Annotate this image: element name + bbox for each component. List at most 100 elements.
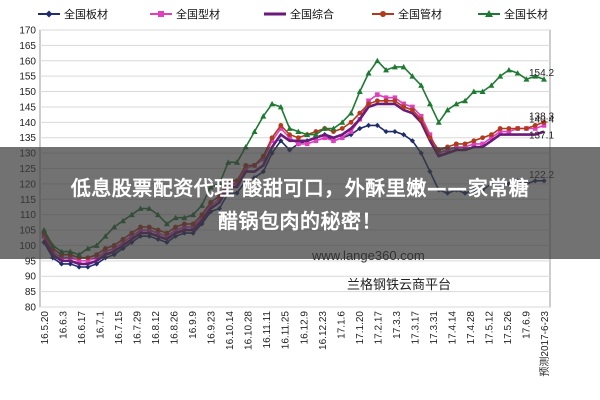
x-tick-label: 17.4.14 [447,311,458,345]
x-tick-label: 16.9.23 [207,311,218,345]
data-point [541,123,547,128]
legend-label: 全国型材 [176,7,220,21]
data-point [374,98,380,104]
data-point [392,95,398,101]
data-point [277,103,284,110]
data-point [383,67,390,73]
data-point [541,76,547,82]
data-point [418,116,424,122]
x-tick-label: 17.4.28 [466,311,477,345]
data-point [339,119,346,125]
data-point [392,98,398,104]
data-point [409,138,416,144]
data-point [304,131,311,138]
data-point [287,135,292,141]
data-point [357,125,363,132]
data-point [278,123,284,128]
legend-marker [485,10,493,17]
data-point [295,135,301,141]
data-point [374,57,381,64]
x-tick-label: 16.5.20 [40,311,51,345]
data-point [339,135,345,141]
data-point [479,88,486,94]
x-tick-label: 16.8.26 [170,311,181,345]
data-point [67,261,73,267]
data-point [392,128,398,135]
x-tick-label: 17.2.17 [373,311,384,345]
data-point [356,88,363,94]
data-point [489,135,494,141]
x-tick-label: 16.12.23 [318,311,329,350]
data-point [523,76,530,82]
promo-headline-line1: 低息股票配资代理 酸甜可口，外酥里嫩——家常糖 [70,176,530,200]
data-point [85,258,91,264]
y-tick-label: 160 [19,56,36,67]
data-point [427,132,433,137]
data-point [85,264,91,270]
y-tick-label: 155 [19,72,36,83]
y-tick-label: 90 [25,272,37,283]
x-tick-label: 预测2017-6-23 [538,311,551,377]
x-tick-label: 17.1.20 [355,311,366,345]
data-point [391,63,398,70]
data-point [330,125,337,131]
x-tick-label: 16.7.1 [96,311,107,339]
data-point [321,125,328,131]
data-point [365,122,372,129]
legend-marker [380,11,386,17]
x-tick-label: 16.6.3 [59,311,70,339]
data-point [453,100,460,107]
data-point [480,141,485,147]
x-tick-label: 16.8.12 [151,311,162,345]
legend-marker [45,10,53,18]
legend-label: 全国板材 [64,7,108,21]
data-point [287,132,293,138]
x-tick-label: 16.7.15 [114,311,125,345]
x-tick-label: 16.9.9 [188,311,199,339]
data-point [278,138,284,144]
data-point [313,138,319,144]
data-point [374,122,380,129]
data-point [365,70,372,76]
data-point [506,126,512,131]
data-point [497,73,504,79]
x-tick-label: 17.5.12 [484,311,495,345]
data-point [366,98,371,104]
promo-overlay [0,147,600,259]
data-point [480,135,485,141]
data-point [453,141,459,147]
data-point [348,132,354,138]
y-tick-label: 145 [19,102,36,113]
data-point [497,129,503,134]
x-tick-label: 16.12.9 [299,311,310,345]
data-point [269,100,276,107]
legend-label: 全国管材 [398,7,442,21]
data-point [348,129,354,134]
end-value-label: 138.3 [529,111,554,122]
data-point [541,119,547,125]
data-point [418,113,424,119]
data-point [532,123,538,128]
legend: 全国板材 全国型材 全国综合 全国管材 全国长材 [38,7,548,21]
data-point [471,141,477,147]
x-tick-label: 16.10.14 [225,311,236,350]
data-point [58,261,65,267]
end-value-label: 154.2 [529,68,554,79]
data-point [514,70,521,76]
x-axis-ticks: 16.5.20 16.6.3 16.6.17 16.7.1 16.7.15 16.7.29… [40,311,551,377]
data-point [532,126,538,131]
x-tick-label: 16.11.11 [262,311,273,349]
data-point [383,128,389,135]
data-point [375,92,380,97]
x-tick-label: 16.6.17 [77,311,88,345]
data-point [383,95,389,101]
data-point [357,110,363,116]
data-point [76,264,82,270]
watermark-url: www.lange360.com [312,248,425,263]
data-point [269,138,275,144]
data-point [331,138,336,144]
data-point [401,104,407,110]
legend-label: 全国长材 [504,7,548,21]
x-tick-label: 16.11.25 [281,311,292,350]
data-point [296,141,301,147]
